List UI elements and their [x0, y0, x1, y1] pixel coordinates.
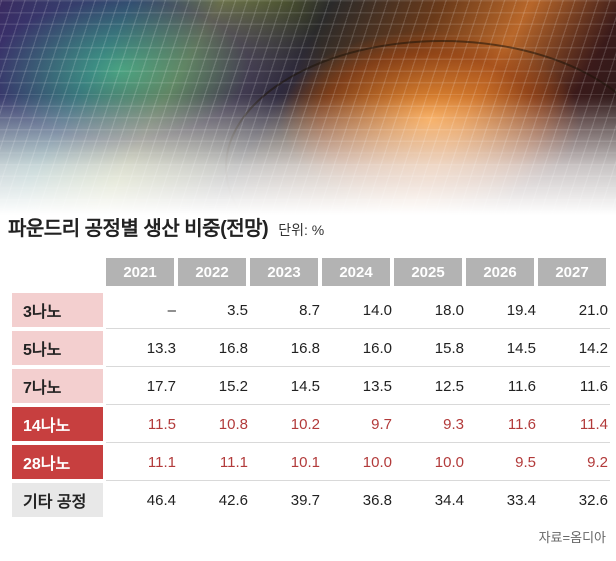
row-label: 5나노 — [12, 331, 103, 365]
unit-label: 단위: % — [278, 222, 325, 238]
wafer-outline — [225, 40, 616, 215]
row-divider — [106, 442, 610, 443]
table-cell: 19.4 — [506, 301, 536, 319]
row-divider — [106, 328, 610, 329]
table-cell: 11.6 — [579, 377, 608, 395]
table-cell: 17.7 — [146, 377, 176, 395]
table-cell: 16.0 — [362, 339, 392, 357]
table-cell: 21.0 — [578, 301, 608, 319]
table-cell: 13.5 — [362, 377, 392, 395]
row-label: 기타 공정 — [12, 483, 103, 517]
table-row: 7나노 17.7 15.2 14.5 13.5 12.5 11.6 11.6 — [12, 369, 610, 405]
year-header: 2023 — [250, 258, 318, 286]
table-cell: 9.7 — [371, 415, 392, 433]
table-cell: 14.0 — [362, 301, 392, 319]
table-cell: 14.2 — [578, 339, 608, 357]
table-cell: 8.7 — [299, 301, 320, 319]
table-cell: 16.8 — [290, 339, 320, 357]
table-cell: 11.6 — [507, 415, 536, 433]
table-cell: 11.1 — [147, 453, 176, 471]
table-cell: 33.4 — [506, 491, 536, 509]
table-cell: 42.6 — [218, 491, 248, 509]
table-cell: 9.2 — [587, 453, 608, 471]
table-cell: 10.0 — [434, 453, 464, 471]
table-cell: 14.5 — [506, 339, 536, 357]
table-title: 파운드리 공정별 생산 비중(전망) — [8, 218, 269, 240]
table-cell: 39.7 — [290, 491, 320, 509]
table-cell: 14.5 — [290, 377, 320, 395]
year-header: 2026 — [466, 258, 534, 286]
table-cell: 15.2 — [218, 377, 248, 395]
table-cell: 36.8 — [362, 491, 392, 509]
row-label: 14나노 — [12, 407, 103, 441]
table-row: 3나노 – 3.5 8.7 14.0 18.0 19.4 21.0 — [12, 293, 610, 329]
row-label: 7나노 — [12, 369, 103, 403]
table-cell: 9.3 — [443, 415, 464, 433]
row-label: 28나노 — [12, 445, 103, 479]
table-row: 14나노 11.5 10.8 10.2 9.7 9.3 11.6 11.4 — [12, 407, 610, 443]
table-cell: 10.1 — [290, 453, 320, 471]
table-cell: 9.5 — [515, 453, 536, 471]
table-row: 5나노 13.3 16.8 16.8 16.0 15.8 14.5 14.2 — [12, 331, 610, 367]
row-divider — [106, 404, 610, 405]
row-divider — [106, 480, 610, 481]
year-header: 2025 — [394, 258, 462, 286]
title-row: 파운드리 공정별 생산 비중(전망) 단위: % — [8, 212, 324, 244]
table-cell: 12.5 — [434, 377, 464, 395]
table-cell: 18.0 — [434, 301, 464, 319]
table-cell: 16.8 — [218, 339, 248, 357]
row-divider — [106, 366, 610, 367]
table-cell: 15.8 — [434, 339, 464, 357]
year-header: 2027 — [538, 258, 606, 286]
table-row: 기타 공정 46.4 42.6 39.7 36.8 34.4 33.4 32.6 — [12, 483, 610, 519]
table-cell: 10.0 — [362, 453, 392, 471]
year-header: 2024 — [322, 258, 390, 286]
table-cell: 13.3 — [146, 339, 176, 357]
table-cell: 10.2 — [290, 415, 320, 433]
table-cell: 10.8 — [218, 415, 248, 433]
year-header: 2021 — [106, 258, 174, 286]
source-note: 자료=옴디아 — [538, 530, 606, 545]
year-header: 2022 — [178, 258, 246, 286]
wafer-photo — [0, 0, 616, 215]
table-cell: 11.5 — [147, 415, 176, 433]
table-cell: 34.4 — [434, 491, 464, 509]
table-cell: 11.6 — [507, 377, 536, 395]
table-cell: 32.6 — [578, 491, 608, 509]
table-cell: – — [167, 301, 176, 319]
table-row: 28나노 11.1 11.1 10.1 10.0 10.0 9.5 9.2 — [12, 445, 610, 481]
table-cell: 11.1 — [219, 453, 248, 471]
row-label: 3나노 — [12, 293, 103, 327]
table-cell: 3.5 — [227, 301, 248, 319]
table-cell: 46.4 — [146, 491, 176, 509]
table-cell: 11.4 — [579, 415, 608, 433]
